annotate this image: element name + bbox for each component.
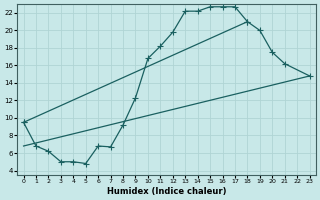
X-axis label: Humidex (Indice chaleur): Humidex (Indice chaleur)	[107, 187, 226, 196]
